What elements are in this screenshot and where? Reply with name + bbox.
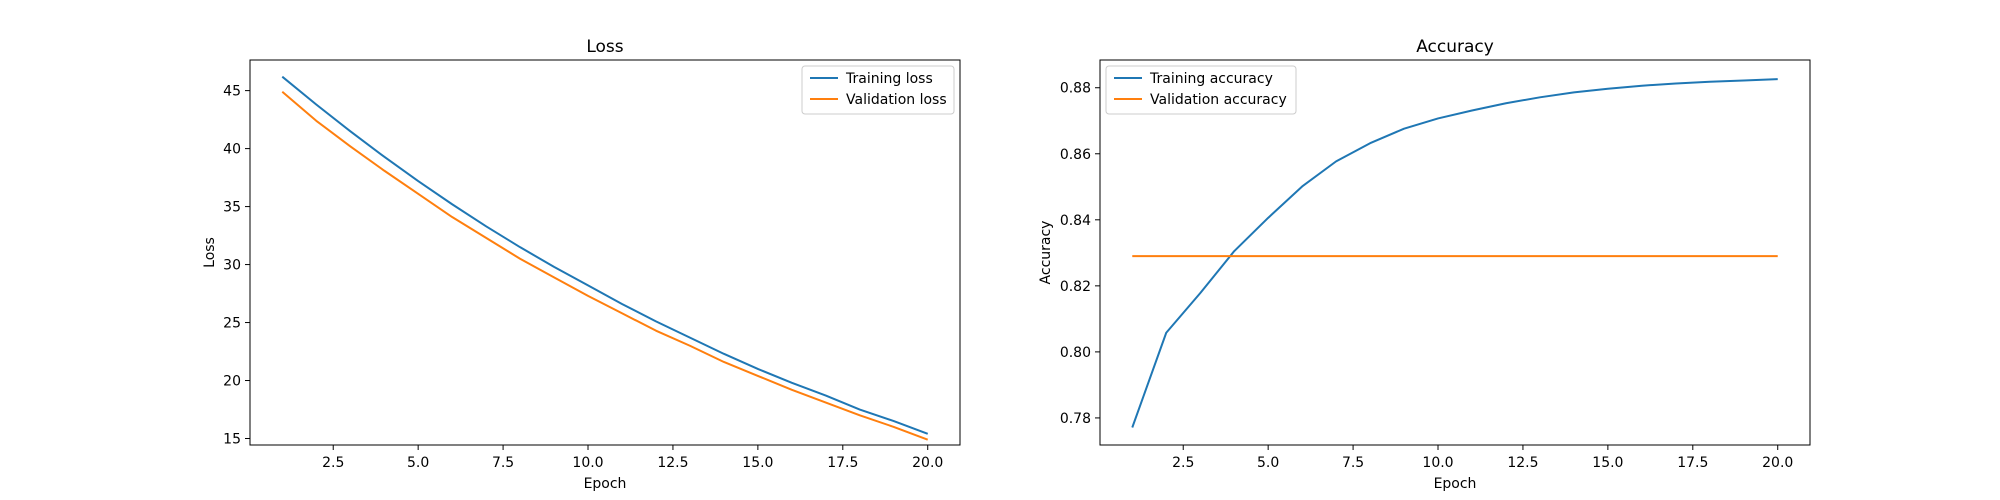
accuracy-x-tick-label: 20.0	[1762, 455, 1793, 471]
accuracy-x-tick-label: 5.0	[1257, 455, 1279, 471]
loss-y-tick-label: 45	[223, 84, 241, 100]
accuracy-y-axis-label: Accuracy	[1038, 221, 1054, 285]
accuracy-chart-title: Accuracy	[1416, 37, 1494, 57]
loss-legend: Training loss Validation loss	[801, 65, 955, 115]
loss-y-tick-label: 15	[223, 432, 241, 448]
loss-y-tick-label: 30	[223, 258, 241, 274]
accuracy-legend: Training accuracy Validation accuracy	[1105, 65, 1297, 115]
accuracy-x-tick-label: 2.5	[1172, 455, 1194, 471]
loss-y-tick-label: 35	[223, 200, 241, 216]
loss-x-tick-label: 5.0	[407, 455, 429, 471]
accuracy-x-tick-label: 7.5	[1342, 455, 1364, 471]
loss-y-tick-label: 20	[223, 374, 241, 390]
accuracy-ticks: 2.5 5.0 7.5 10.0 12.5 15.0 17.5 20.0 0.78 0.80 0.8…	[1060, 81, 1793, 471]
loss-chart: Loss Epoch Loss 2.5 5.0 7.5 10.0 12.5 15.0 17.…	[202, 37, 961, 492]
accuracy-x-tick-label: 15.0	[1592, 455, 1623, 471]
accuracy-y-tick-label: 0.78	[1060, 411, 1091, 427]
loss-chart-title: Loss	[586, 37, 623, 57]
accuracy-legend-label-validation: Validation accuracy	[1150, 92, 1287, 108]
accuracy-x-tick-label: 17.5	[1677, 455, 1708, 471]
loss-y-tick-label: 40	[223, 142, 241, 158]
loss-x-tick-label: 12.5	[657, 455, 688, 471]
accuracy-y-tick-label: 0.84	[1060, 213, 1091, 229]
accuracy-legend-label-training: Training accuracy	[1149, 71, 1273, 87]
loss-plot-frame	[249, 59, 961, 446]
loss-x-tick-label: 10.0	[572, 455, 603, 471]
accuracy-chart: Accuracy Epoch Accuracy 2.5 5.0 7.5 10.0 12.…	[1038, 37, 1811, 492]
loss-lines	[281, 75, 929, 441]
loss-x-tick-label: 2.5	[322, 455, 344, 471]
accuracy-plot-frame	[1099, 59, 1811, 446]
loss-ticks: 2.5 5.0 7.5 10.0 12.5 15.0 17.5 20.0 15 20 25 30 35 4…	[223, 84, 943, 471]
accuracy-y-tick-label: 0.86	[1060, 147, 1091, 163]
accuracy-y-tick-label: 0.88	[1060, 81, 1091, 97]
accuracy-series-line-training	[1131, 78, 1778, 428]
accuracy-x-tick-label: 10.0	[1422, 455, 1453, 471]
loss-x-tick-label: 17.5	[827, 455, 858, 471]
loss-y-tick-label: 25	[223, 316, 241, 332]
loss-x-axis-label: Epoch	[584, 476, 627, 492]
loss-x-tick-label: 15.0	[742, 455, 773, 471]
loss-x-tick-label: 20.0	[912, 455, 943, 471]
loss-x-tick-label: 7.5	[492, 455, 514, 471]
accuracy-lines	[1131, 78, 1778, 428]
loss-legend-box	[801, 65, 955, 115]
accuracy-y-tick-label: 0.82	[1060, 279, 1091, 295]
loss-y-axis-label: Loss	[202, 237, 218, 268]
loss-series-line-training	[281, 75, 929, 435]
accuracy-x-tick-label: 12.5	[1507, 455, 1538, 471]
accuracy-y-tick-label: 0.80	[1060, 345, 1091, 361]
accuracy-legend-box	[1105, 65, 1297, 115]
loss-legend-label-training: Training loss	[845, 71, 933, 87]
accuracy-x-axis-label: Epoch	[1434, 476, 1477, 492]
loss-series-line-validation	[281, 91, 929, 441]
loss-legend-label-validation: Validation loss	[846, 92, 947, 108]
